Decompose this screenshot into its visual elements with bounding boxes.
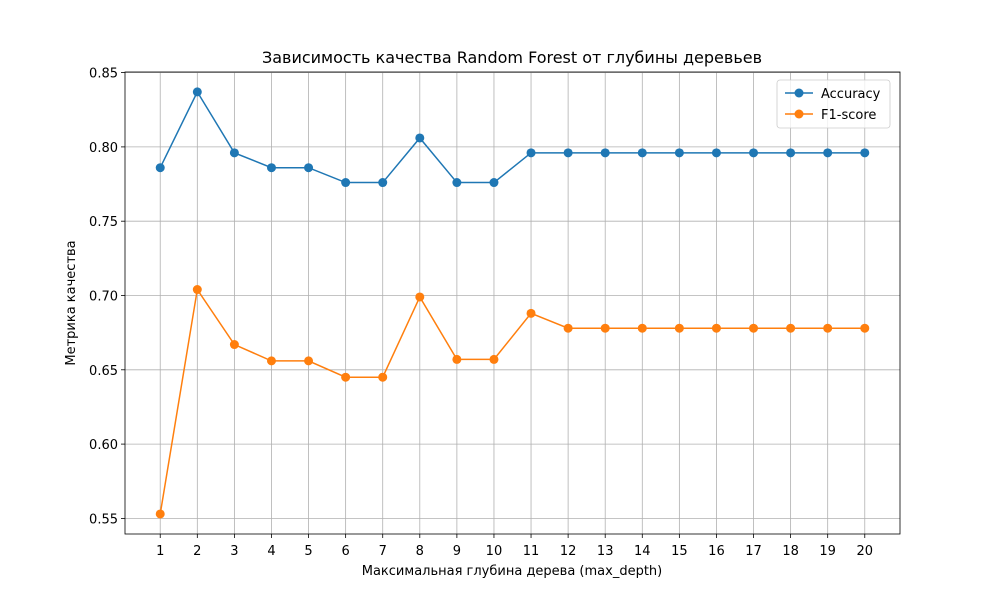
- data-point-accuracy: [415, 133, 425, 143]
- data-point-f1-score: [415, 292, 425, 302]
- y-tick-label: 0.85: [89, 67, 118, 82]
- legend-label-accuracy: Accuracy: [821, 87, 881, 102]
- y-tick-label: 0.70: [89, 289, 118, 304]
- plot-frame: [124, 71, 901, 535]
- x-tick-label: 2: [193, 544, 201, 559]
- grid-layer: [125, 72, 900, 534]
- data-point-f1-score: [860, 323, 870, 333]
- data-point-accuracy: [266, 163, 276, 173]
- data-point-f1-score: [266, 356, 276, 366]
- legend-box: [776, 79, 891, 129]
- data-point-accuracy: [860, 148, 870, 158]
- x-tick-label: 4: [267, 544, 275, 559]
- x-tick-label: 16: [708, 544, 725, 559]
- x-tick-label: 17: [745, 544, 762, 559]
- x-tick-label: 1: [156, 544, 164, 559]
- data-point-accuracy: [600, 148, 610, 158]
- series-line-accuracy: [159, 90, 865, 184]
- data-point-accuracy: [304, 163, 314, 173]
- x-tick-label: 13: [597, 544, 614, 559]
- data-point-accuracy: [563, 148, 573, 158]
- x-tick-label: 19: [819, 544, 836, 559]
- data-point-accuracy: [749, 148, 759, 158]
- x-tick-label: 18: [782, 544, 799, 559]
- y-tick-label: 0.65: [89, 364, 118, 379]
- data-point-f1-score: [600, 323, 610, 333]
- data-point-f1-score: [674, 323, 684, 333]
- x-tick-label: 8: [416, 544, 424, 559]
- data-point-accuracy: [637, 148, 647, 158]
- data-point-accuracy: [192, 87, 202, 97]
- legend-marker-accuracy: [794, 88, 804, 98]
- legend-marker-f1-score: [794, 109, 804, 119]
- legend-label-f1-score: F1-score: [821, 108, 876, 123]
- data-point-f1-score: [489, 354, 499, 364]
- data-point-accuracy: [229, 148, 239, 158]
- tick-layer: 1 2 3 4 5 6 7 8 9 10 11 12 13 14 15 16 17 18 19 200.550.600…: [89, 67, 873, 559]
- data-point-accuracy: [786, 148, 796, 158]
- data-point-accuracy: [674, 148, 684, 158]
- data-point-accuracy: [711, 148, 721, 158]
- data-point-accuracy: [526, 148, 536, 158]
- x-tick-label: 10: [486, 544, 503, 559]
- series-layer: [155, 87, 870, 519]
- data-point-f1-score: [563, 323, 573, 333]
- data-point-f1-score: [341, 372, 351, 382]
- x-tick-label: 3: [230, 544, 238, 559]
- data-point-f1-score: [526, 308, 536, 318]
- data-point-f1-score: [823, 323, 833, 333]
- data-point-f1-score: [637, 323, 647, 333]
- y-tick-label: 0.75: [89, 215, 118, 230]
- data-point-f1-score: [192, 285, 202, 295]
- x-tick-label: 12: [560, 544, 577, 559]
- x-tick-label: 9: [453, 544, 461, 559]
- data-point-f1-score: [711, 323, 721, 333]
- data-point-accuracy: [823, 148, 833, 158]
- x-tick-label: 20: [856, 544, 873, 559]
- x-tick-label: 15: [671, 544, 688, 559]
- data-point-f1-score: [452, 354, 462, 364]
- x-tick-label: 14: [634, 544, 651, 559]
- x-tick-label: 7: [379, 544, 387, 559]
- data-point-accuracy: [378, 178, 388, 188]
- data-point-f1-score: [749, 323, 759, 333]
- x-tick-label: 5: [304, 544, 312, 559]
- data-point-f1-score: [378, 372, 388, 382]
- data-point-accuracy: [489, 178, 499, 188]
- data-point-f1-score: [786, 323, 796, 333]
- y-tick-label: 0.55: [89, 512, 118, 527]
- data-point-accuracy: [155, 163, 165, 173]
- x-tick-label: 11: [523, 544, 540, 559]
- data-point-f1-score: [304, 356, 314, 366]
- y-tick-label: 0.60: [89, 438, 118, 453]
- y-axis-label: Метрика качества: [64, 240, 79, 365]
- y-tick-label: 0.80: [89, 141, 118, 156]
- chart-title: Зависимость качества Random Forest от гл…: [262, 48, 762, 67]
- legend: Accuracy F1-score: [776, 79, 891, 129]
- data-point-accuracy: [452, 178, 462, 188]
- data-point-accuracy: [341, 178, 351, 188]
- data-point-f1-score: [155, 509, 165, 519]
- data-point-f1-score: [229, 340, 239, 350]
- x-tick-label: 6: [341, 544, 349, 559]
- series-line-f1-score: [159, 287, 865, 515]
- x-axis-label: Максимальная глубина дерева (max_depth): [362, 564, 663, 579]
